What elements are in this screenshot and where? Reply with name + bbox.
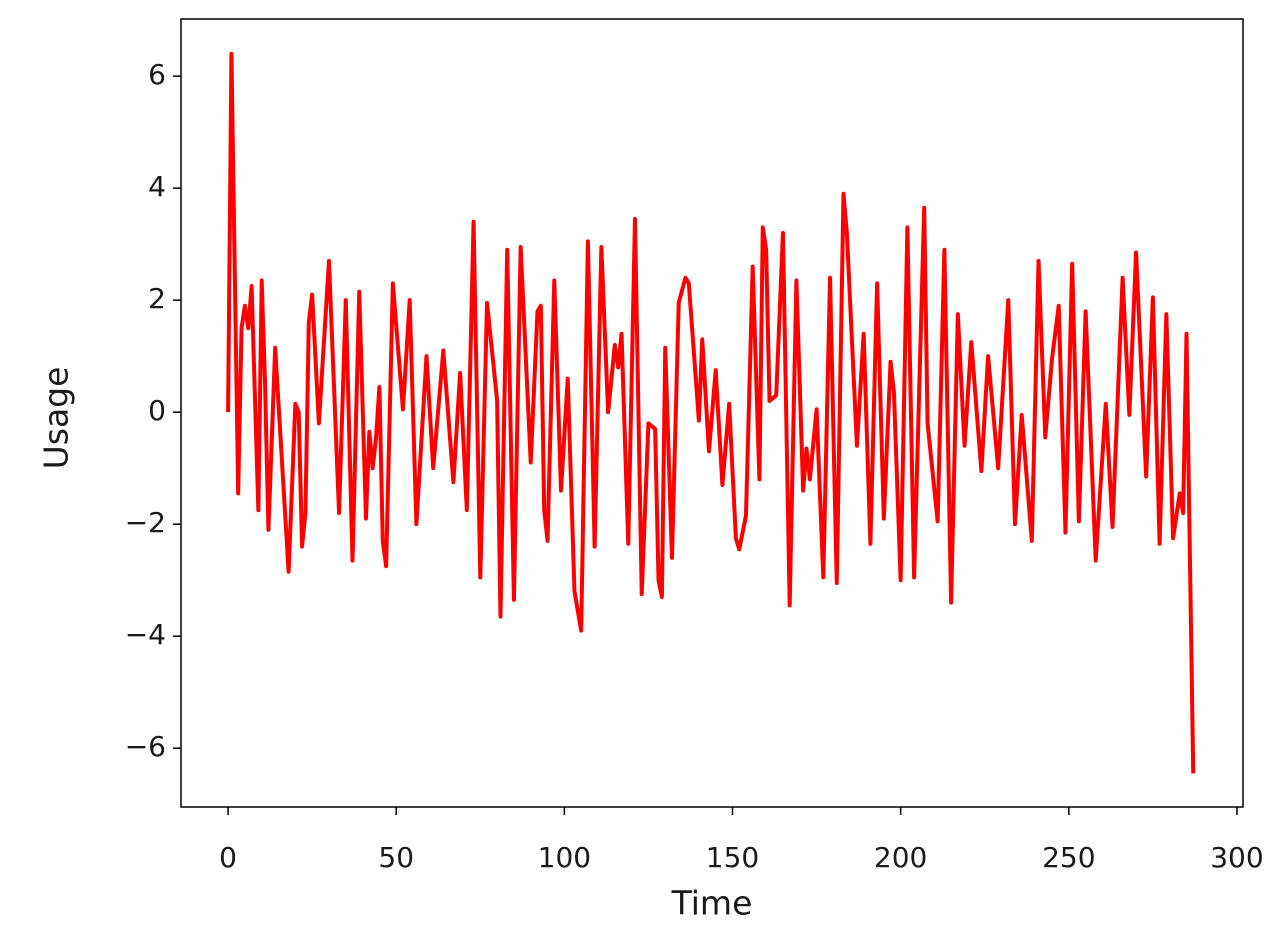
x-tick-label: 200	[874, 841, 927, 874]
x-tick-label: 100	[538, 841, 591, 874]
x-tick-label: 300	[1210, 841, 1263, 874]
y-tick-label: −6	[125, 730, 166, 763]
y-tick-label: 4	[148, 170, 166, 203]
x-tick-label: 50	[378, 841, 414, 874]
y-tick-label: −2	[125, 506, 166, 539]
x-axis-label: Time	[671, 884, 753, 923]
plot-frame	[180, 18, 1244, 808]
x-tick-label: 0	[219, 841, 237, 874]
x-tick-label: 150	[706, 841, 759, 874]
y-axis-label: Usage	[37, 367, 76, 470]
y-tick-label: −4	[125, 618, 166, 651]
y-tick-label: 2	[148, 282, 166, 315]
y-tick-label: 6	[148, 58, 166, 91]
x-tick-label: 250	[1042, 841, 1095, 874]
y-tick-label: 0	[148, 394, 166, 427]
data-line	[226, 51, 1196, 774]
